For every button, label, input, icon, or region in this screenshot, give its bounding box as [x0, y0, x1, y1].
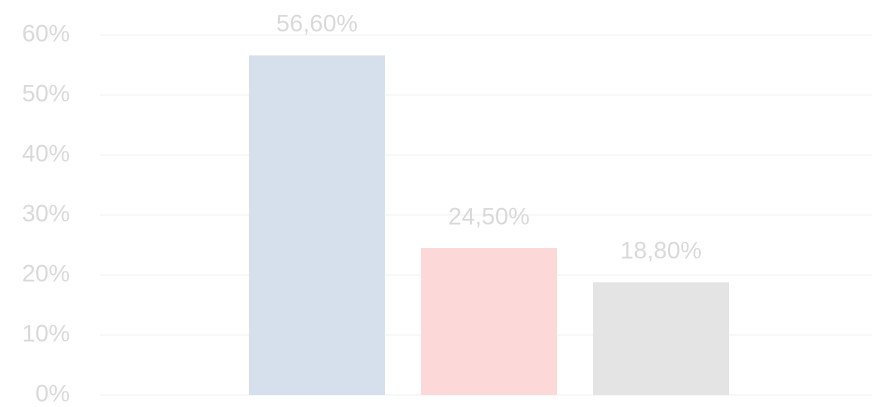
y-tick-label: 60% — [22, 20, 70, 47]
bar — [421, 248, 557, 395]
y-tick-label: 20% — [22, 260, 70, 287]
bar — [249, 55, 385, 396]
y-tick-label: 30% — [22, 200, 70, 227]
y-tick-label: 10% — [22, 320, 70, 347]
y-tick-label: 0% — [35, 380, 70, 407]
bar — [593, 282, 729, 395]
data-label: 56,60% — [276, 11, 357, 38]
y-tick-label: 40% — [22, 140, 70, 167]
data-label: 18,80% — [620, 238, 701, 265]
y-tick-label: 50% — [22, 80, 70, 107]
data-label: 24,50% — [448, 203, 529, 230]
